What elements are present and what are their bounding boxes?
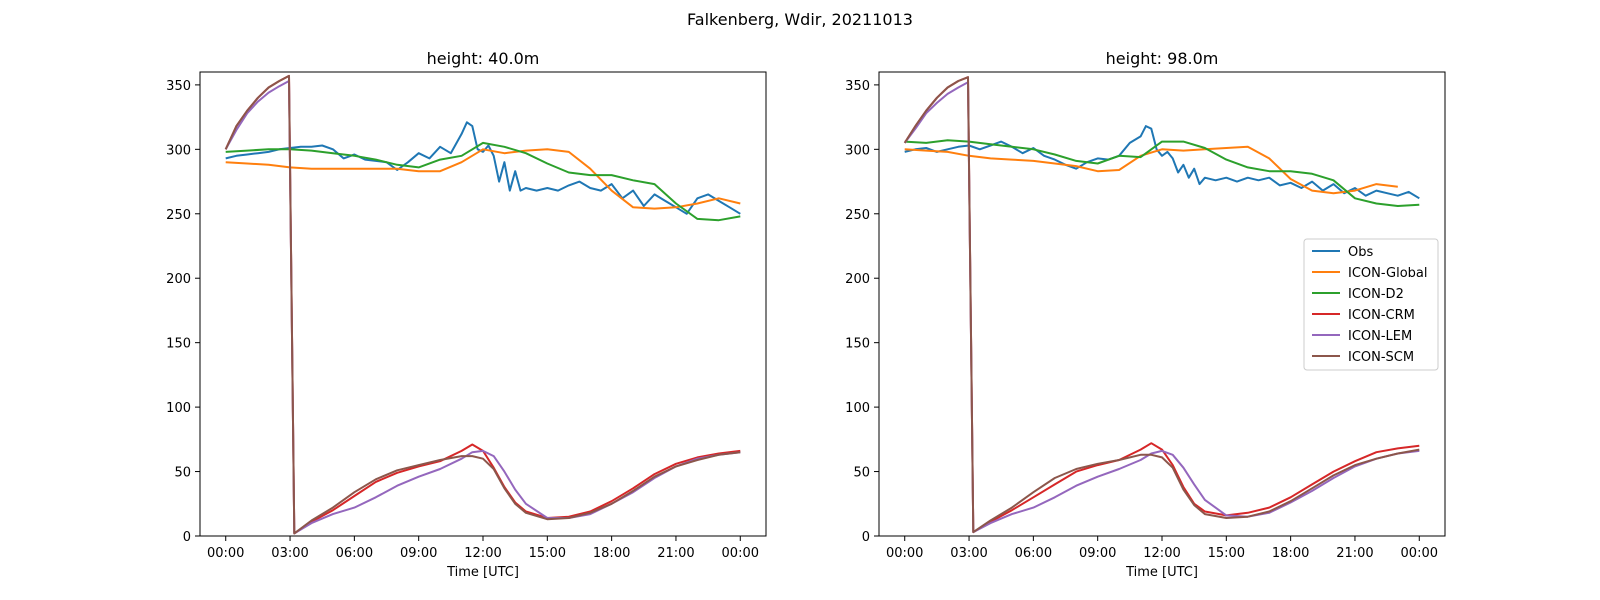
x-axis-label: Time [UTC]: [446, 565, 519, 580]
chart-panel-1: height: 40.0m 00:00 03:00 06:00 09:00 12:00 15…: [166, 49, 767, 580]
legend-label: ICON-CRM: [1348, 308, 1415, 323]
x-tick-label: 18:00: [593, 546, 630, 561]
x-tick-label: 15:00: [529, 546, 566, 561]
x-tick-label: 00:00: [207, 546, 244, 561]
series-line-icon-scm: [903, 76, 1420, 534]
legend-entry-icon-global: ICON-Global: [1312, 266, 1428, 281]
x-tick-label: 21:00: [657, 546, 694, 561]
legend-label: ICON-SCM: [1348, 350, 1414, 365]
x-tick-label: 21:00: [1336, 546, 1373, 561]
legend-entry-icon-d2: ICON-D2: [1312, 287, 1404, 302]
x-tick-label: 00:00: [886, 546, 923, 561]
x-tick-label: 00:00: [1401, 546, 1438, 561]
chart-panel-2: height: 98.0m 00:00 03:00 06:00 09:00 12:00 15…: [845, 49, 1446, 580]
y-tick-label: 200: [166, 272, 191, 287]
series-line-obs: [904, 125, 1420, 200]
legend-entry-icon-lem: ICON-LEM: [1312, 329, 1412, 344]
legend-label: ICON-Global: [1348, 266, 1428, 281]
x-tick-label: 00:00: [722, 546, 759, 561]
x-axis-label: Time [UTC]: [1125, 565, 1198, 580]
panel-title: height: 40.0m: [427, 49, 540, 68]
x-tick-label: 03:00: [271, 546, 308, 561]
y-tick-label: 100: [166, 401, 191, 416]
y-tick-label: 300: [845, 143, 870, 158]
y-tick-label: 0: [862, 530, 870, 545]
legend-entry-icon-crm: ICON-CRM: [1312, 308, 1415, 323]
figure-suptitle: Falkenberg, Wdir, 20211013: [687, 10, 913, 29]
x-tick-label: 12:00: [464, 546, 501, 561]
x-tick-label: 18:00: [1272, 546, 1309, 561]
legend-label: ICON-D2: [1348, 287, 1404, 302]
legend-label: ICON-LEM: [1348, 329, 1412, 344]
series-line-icon-lem: [903, 81, 1420, 534]
y-tick-label: 50: [853, 466, 870, 481]
y-tick-label: 200: [845, 272, 870, 287]
series-line-icon-crm: [224, 74, 741, 535]
legend-entry-obs: Obs: [1312, 245, 1373, 260]
chart-panels: height: 40.0m 00:00 03:00 06:00 09:00 12:00 15…: [166, 49, 1446, 580]
y-tick-label: 50: [174, 466, 191, 481]
series-line-obs: [225, 121, 741, 215]
legend-label: Obs: [1348, 245, 1373, 260]
y-tick-label: 350: [845, 79, 870, 94]
series-line-icon-global: [225, 148, 741, 210]
y-tick-label: 250: [845, 208, 870, 223]
y-tick-label: 0: [183, 530, 191, 545]
series-line-icon-d2: [225, 141, 741, 222]
y-tick-label: 150: [845, 337, 870, 352]
y-tick-label: 300: [166, 143, 191, 158]
legend-entry-icon-scm: ICON-SCM: [1312, 350, 1414, 365]
y-tick-label: 250: [166, 208, 191, 223]
x-tick-label: 06:00: [1015, 546, 1052, 561]
x-tick-label: 09:00: [400, 546, 437, 561]
x-tick-label: 06:00: [336, 546, 373, 561]
y-tick-label: 350: [166, 79, 191, 94]
axes-frame: [199, 71, 767, 537]
x-tick-label: 15:00: [1208, 546, 1245, 561]
x-tick-label: 12:00: [1143, 546, 1180, 561]
y-tick-label: 100: [845, 401, 870, 416]
y-tick-label: 150: [166, 337, 191, 352]
x-tick-label: 03:00: [950, 546, 987, 561]
series-line-icon-d2: [904, 139, 1420, 207]
series-line-icon-scm: [224, 74, 741, 535]
series-line-icon-global: [904, 145, 1398, 195]
legend: Obs ICON-Global ICON-D2 ICON-CRM ICON-LEM ICO…: [1303, 238, 1439, 371]
panel-title: height: 98.0m: [1106, 49, 1219, 68]
x-tick-label: 09:00: [1079, 546, 1116, 561]
